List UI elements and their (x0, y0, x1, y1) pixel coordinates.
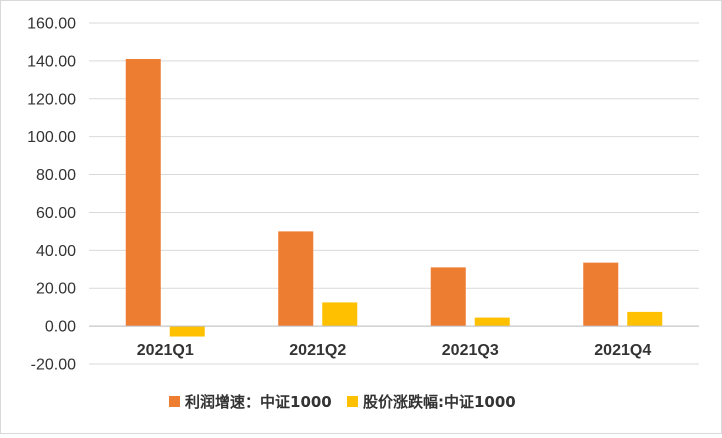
x-category-label: 2021Q4 (594, 342, 651, 359)
y-tick-label: 40.00 (36, 243, 76, 260)
y-tick-label: 0.00 (45, 319, 76, 336)
x-category-label: 2021Q1 (137, 342, 194, 359)
legend-swatch (169, 396, 180, 407)
legend-label: 股价涨跌幅:中证1000 (363, 393, 516, 411)
y-axis-ticks: -20.00 0.00 20.00 40.00 60.00 80.00 100.00 120.… (27, 16, 76, 374)
bar-price-change-2021q1 (169, 326, 205, 337)
x-category-label: 2021Q2 (289, 342, 346, 359)
legend: 利润增速：中证1000 股价涨跌幅:中证1000 (169, 393, 516, 411)
y-tick-label: 160.00 (27, 16, 76, 33)
bar-profit-growth-2021q2 (278, 231, 314, 327)
y-tick-label: 60.00 (36, 205, 76, 222)
bar-profit-growth-2021q3 (430, 267, 466, 327)
y-tick-label: 100.00 (27, 129, 76, 146)
bar-price-change-2021q4 (627, 311, 663, 327)
bars (125, 58, 663, 337)
y-tick-label: 20.00 (36, 281, 76, 298)
bar-profit-growth-2021q1 (125, 58, 161, 327)
bar-price-change-2021q2 (322, 302, 358, 327)
y-tick-label: -20.00 (31, 357, 76, 374)
legend-label: 利润增速：中证1000 (185, 393, 332, 411)
legend-swatch (347, 396, 358, 407)
y-tick-label: 80.00 (36, 167, 76, 184)
bar-profit-growth-2021q4 (583, 262, 619, 327)
y-tick-label: 120.00 (27, 91, 76, 108)
bar-price-change-2021q3 (474, 317, 510, 327)
x-axis-categories: 2021Q1 2021Q2 2021Q3 2021Q4 (137, 342, 652, 359)
x-category-label: 2021Q3 (442, 342, 499, 359)
y-tick-label: 140.00 (27, 53, 76, 70)
